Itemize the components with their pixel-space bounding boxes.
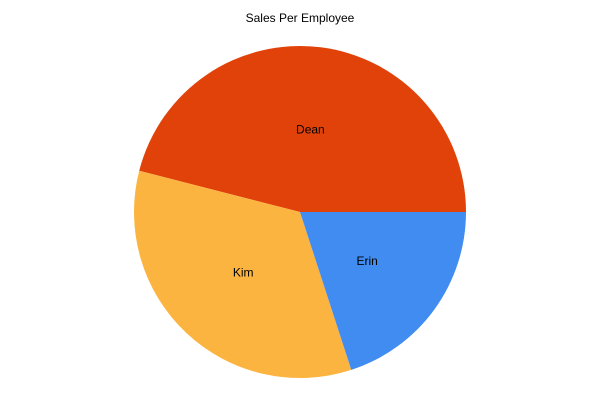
slice-label-erin: Erin xyxy=(356,254,377,268)
slice-label-kim: Kim xyxy=(233,266,254,280)
slice-label-dean: Dean xyxy=(296,123,325,137)
chart-title: Sales Per Employee xyxy=(245,11,355,25)
pie-slice-dean xyxy=(139,46,466,212)
pie-slice-kim xyxy=(134,170,352,379)
pie-slice-erin xyxy=(300,212,466,370)
